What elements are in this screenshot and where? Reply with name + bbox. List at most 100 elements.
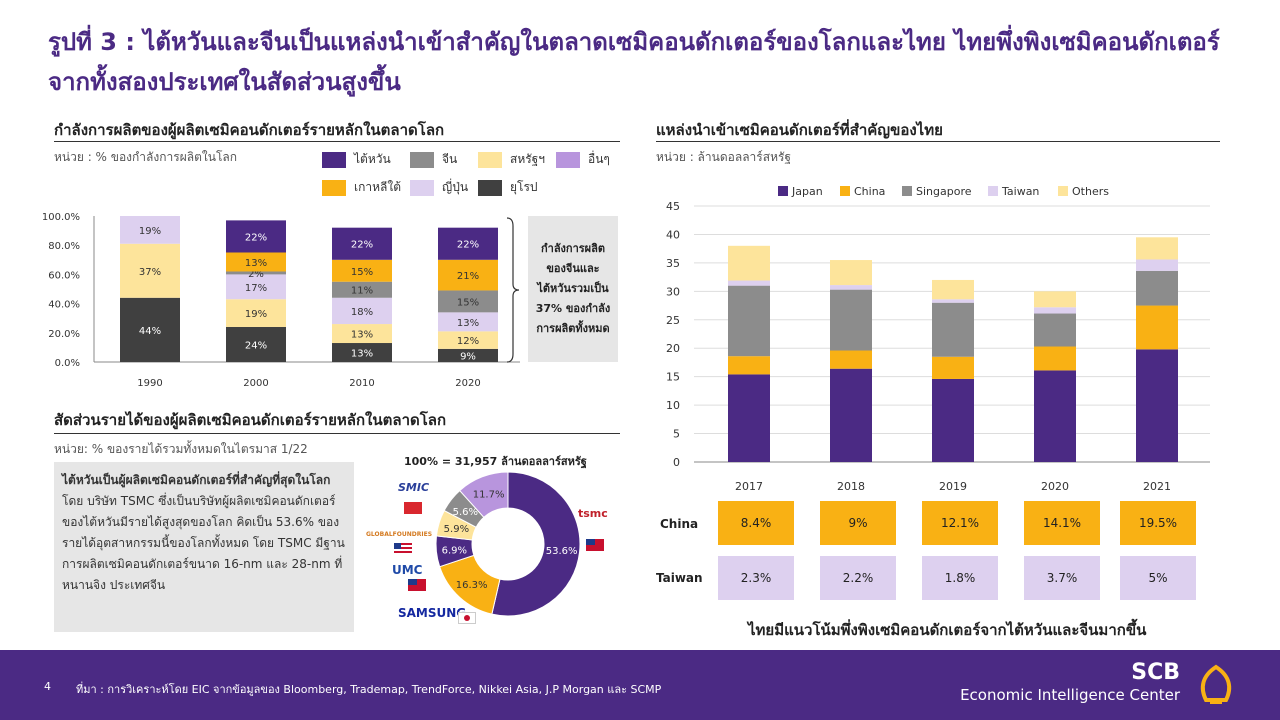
brand-name: SCB — [1131, 660, 1180, 685]
source-text: ที่มา : การวิเคราะห์โดย EIC จากข้อมูลของ… — [76, 683, 662, 696]
capacity-bar-segment — [226, 274, 286, 300]
capacity-bar-segment — [332, 259, 392, 282]
y-tick-label: 20.0% — [48, 329, 80, 340]
capacity-bar-segment — [438, 259, 498, 291]
y-tick-label: 60.0% — [48, 270, 80, 281]
korea-flag-icon — [458, 612, 476, 624]
imports-bar-segment — [1136, 259, 1178, 271]
capacity-data-label: 13% — [457, 318, 479, 329]
imports-bar-segment — [932, 299, 974, 303]
capacity-data-label: 19% — [245, 309, 267, 320]
legend-label: ญี่ปุ่น — [442, 180, 469, 194]
y-tick-label: 40 — [666, 228, 680, 241]
samsung-logo: SAMSUNG — [398, 606, 467, 620]
capacity-bar-segment — [438, 290, 498, 313]
x-tick-label: 2010 — [349, 378, 374, 389]
capacity-bar-segment — [438, 331, 498, 349]
capacity-unit: หน่วย : % ของกำลังการผลิตในโลก — [54, 150, 238, 164]
imports-bar-segment — [932, 302, 974, 357]
legend-label: ยุโรป — [510, 180, 538, 194]
capacity-data-label: 17% — [245, 283, 267, 294]
imports-bar-segment — [830, 260, 872, 286]
page-title: รูปที่ 3 : ไต้หวันและจีนเป็นแหล่งนำเข้าส… — [48, 28, 1220, 96]
y-tick-label: 80.0% — [48, 241, 80, 252]
scb-logo-icon — [1200, 664, 1232, 704]
capacity-legend-item: สหรัฐฯ — [478, 150, 545, 169]
donut-label: 6.9% — [442, 546, 467, 557]
imports-bar-segment — [1136, 349, 1178, 462]
capacity-bar-segment — [226, 252, 286, 272]
capacity-bar-segment — [332, 227, 392, 260]
china-share-card: 12.1% — [922, 501, 998, 545]
imports-bar-segment — [728, 374, 770, 462]
capacity-data-label: 37% — [139, 267, 161, 278]
y-tick-label: 100.0% — [42, 212, 80, 223]
capacity-data-label: 12% — [457, 336, 479, 347]
capacity-data-label: 13% — [245, 258, 267, 269]
capacity-data-label: 13% — [351, 349, 373, 360]
legend-swatch — [410, 179, 434, 196]
imports-bar-segment — [1136, 305, 1178, 350]
capacity-data-label: 9% — [460, 351, 476, 362]
imports-legend-swatch — [778, 186, 788, 196]
revenue-unit: หน่วย: % ของรายได้รวมทั้งหมดในไตรมาส 1/2… — [54, 442, 308, 456]
china-share-card: 14.1% — [1024, 501, 1100, 545]
umc-logo: UMC — [392, 563, 423, 577]
capacity-legend-item: อื่นๆ — [556, 150, 610, 169]
capacity-bar-segment — [226, 271, 286, 275]
legend-swatch — [322, 179, 346, 196]
capacity-data-label: 22% — [245, 232, 267, 243]
capacity-divider — [54, 141, 620, 142]
imports-bar-segment — [728, 285, 770, 357]
capacity-bar-segment — [226, 220, 286, 253]
imports-unit: หน่วย : ล้านดอลลาร์สหรัฐ — [656, 150, 792, 164]
imports-bar-segment — [728, 245, 770, 281]
revenue-note-bold: ไต้หวันเป็นผู้ผลิตเซมิคอนดักเตอร์ที่สำคั… — [62, 473, 331, 487]
y-tick-label: 30 — [666, 285, 680, 298]
x-tick-label: 2020 — [455, 378, 480, 389]
imports-bar-segment — [1034, 291, 1076, 308]
imports-legend-swatch — [902, 186, 912, 196]
y-tick-label: 20 — [666, 342, 680, 355]
capacity-bar-segment — [438, 348, 498, 362]
imports-bar-segment — [1136, 270, 1178, 306]
y-tick-label: 0.0% — [55, 358, 80, 369]
capacity-data-label: 15% — [457, 297, 479, 308]
revenue-divider — [54, 433, 620, 434]
imports-bar-segment — [932, 378, 974, 462]
imports-legend-label: Japan — [791, 185, 823, 198]
imports-bar-segment — [830, 289, 872, 351]
taiwan-flag-icon-2 — [408, 579, 426, 591]
x-tick-label: 2020 — [1041, 480, 1069, 493]
china-share-card: 19.5% — [1120, 501, 1196, 545]
china-share-card: 9% — [820, 501, 896, 545]
imports-bar-segment — [728, 280, 770, 286]
legend-swatch — [478, 179, 502, 196]
capacity-bar-segment — [120, 216, 180, 244]
smic-logo: SMIC — [398, 481, 430, 494]
capacity-data-label: 19% — [139, 226, 161, 237]
imports-legend-swatch — [1058, 186, 1068, 196]
donut-label: 16.3% — [456, 580, 488, 591]
legend-label: สหรัฐฯ — [510, 152, 546, 166]
capacity-bar-segment — [332, 343, 392, 362]
imports-legend-swatch — [988, 186, 998, 196]
imports-bar-segment — [1034, 313, 1076, 347]
imports-title: แหล่งนำเข้าเซมิคอนดักเตอร์ที่สำคัญของไทย — [656, 121, 943, 139]
capacity-data-label: 24% — [245, 340, 267, 351]
donut-total: 100% = 31,957 ล้านดอลลาร์สหรัฐ — [404, 455, 587, 468]
imports-legend-label: China — [854, 185, 885, 198]
capacity-legend-item: ญี่ปุ่น — [410, 178, 468, 197]
legend-label: เกาหลีใต้ — [354, 180, 402, 194]
imports-bar-segment — [830, 285, 872, 290]
revenue-note: ไต้หวันเป็นผู้ผลิตเซมิคอนดักเตอร์ที่สำคั… — [54, 462, 354, 632]
imports-bar-segment — [1034, 370, 1076, 462]
globalfoundries-logo: GLOBALFOUNDRIES — [366, 531, 433, 538]
tsmc-logo: tsmc — [578, 507, 608, 520]
capacity-bar-segment — [120, 297, 180, 362]
revenue-title: สัดส่วนรายได้ของผู้ผลิตเซมิคอนดักเตอร์รา… — [54, 411, 447, 429]
legend-label: ไต้หวัน — [354, 152, 391, 166]
footer: 4 ที่มา : การวิเคราะห์โดย EIC จากข้อมูลข… — [0, 650, 1280, 720]
imports-bar-segment — [1034, 346, 1076, 371]
donut-label: 5.9% — [444, 524, 469, 535]
